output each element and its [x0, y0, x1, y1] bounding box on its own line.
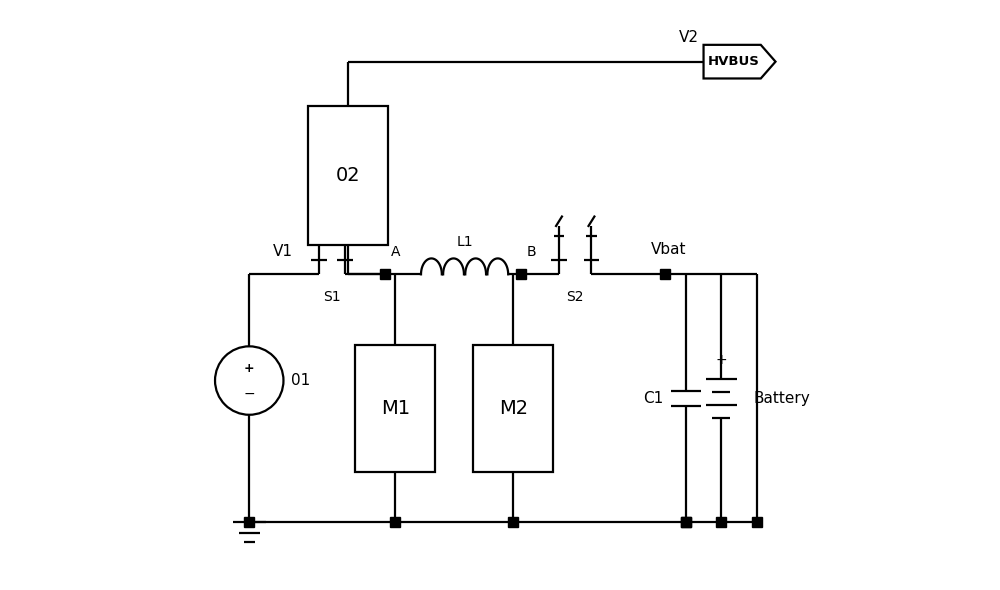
Bar	[355, 345, 435, 472]
Polygon shape	[704, 45, 776, 78]
Text: Battery: Battery	[754, 391, 810, 406]
Text: 02: 02	[336, 166, 360, 185]
Text: V1: V1	[273, 244, 293, 260]
Text: A: A	[391, 245, 400, 259]
Text: S1: S1	[323, 290, 341, 304]
Text: L1: L1	[456, 235, 473, 250]
Text: Vbat: Vbat	[650, 242, 686, 257]
Circle shape	[215, 346, 283, 415]
Text: +: +	[715, 353, 727, 368]
Text: M1: M1	[381, 399, 410, 418]
Text: M2: M2	[499, 399, 528, 418]
Text: S2: S2	[566, 290, 584, 304]
Bar	[473, 345, 553, 472]
Text: +: +	[244, 362, 255, 375]
Text: V2: V2	[679, 30, 699, 45]
Text: −: −	[243, 386, 255, 401]
Text: C1: C1	[643, 391, 664, 406]
Text: B: B	[526, 245, 536, 259]
Text: 01: 01	[291, 373, 310, 388]
Bar	[308, 106, 388, 245]
Text: HVBUS: HVBUS	[708, 55, 760, 68]
